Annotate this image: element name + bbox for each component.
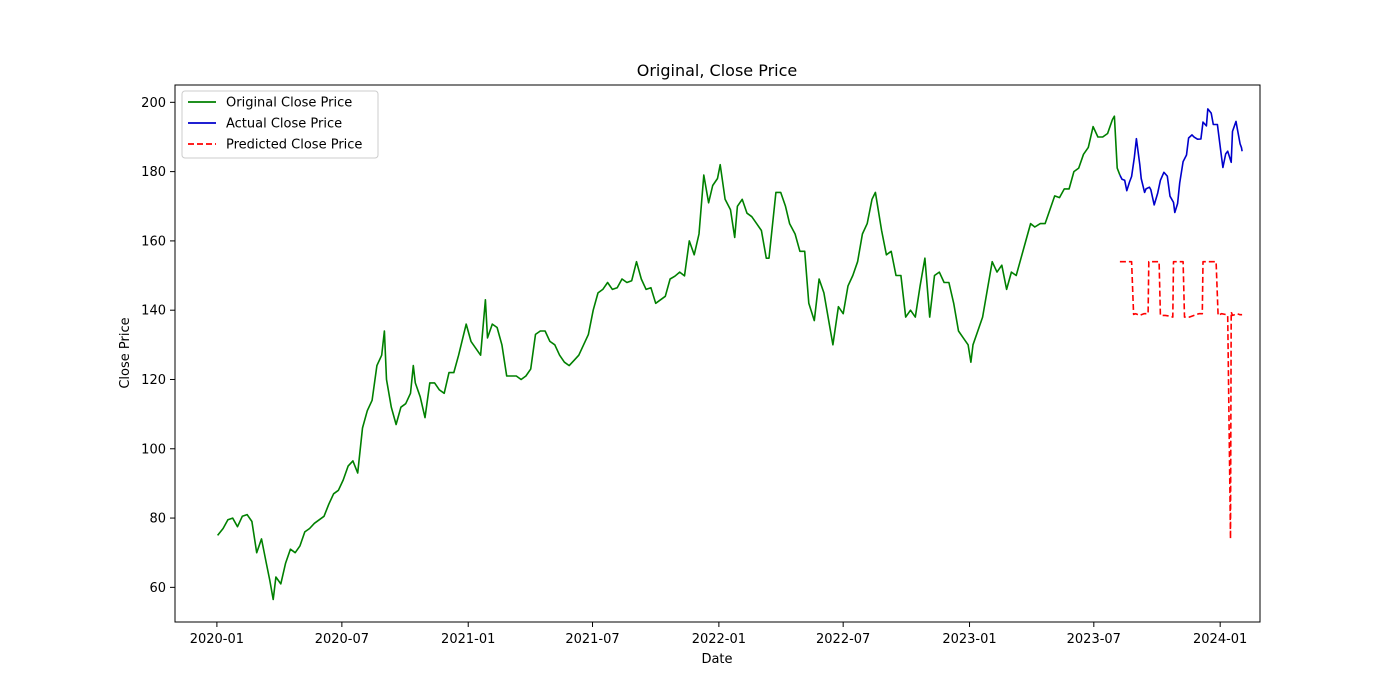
y-tick-label-1: 80 — [149, 512, 166, 527]
x-tick-label-8: 2024-01 — [1193, 632, 1247, 647]
y-axis: 60 80 100 120 140 160 180 200 — [141, 96, 175, 596]
series-line-1 — [1119, 108, 1243, 214]
x-tick-label-7: 2023-07 — [1067, 632, 1121, 647]
x-tick-label-1: 2020-07 — [315, 632, 369, 647]
legend-box — [181, 90, 379, 159]
legend: Original Close Price Actual Close Price Pr… — [181, 90, 379, 159]
y-tick-label-3: 120 — [141, 373, 166, 388]
x-tick-label-3: 2021-07 — [565, 632, 619, 647]
x-axis-title: Date — [701, 652, 732, 667]
x-tick-label-0: 2020-01 — [190, 632, 244, 647]
series-line-0 — [216, 115, 1121, 601]
legend-label-1: Actual Close Price — [226, 117, 342, 132]
y-tick-label-7: 200 — [141, 96, 166, 111]
series-line-2 — [1119, 260, 1243, 540]
y-tick-label-4: 140 — [141, 304, 166, 319]
legend-label-0: Original Close Price — [226, 96, 352, 111]
y-tick-label-6: 180 — [141, 165, 166, 180]
x-tick-label-4: 2022-01 — [692, 632, 746, 647]
x-tick-label-2: 2021-01 — [441, 632, 495, 647]
x-tick-label-6: 2023-01 — [942, 632, 996, 647]
y-tick-label-2: 100 — [141, 442, 166, 457]
legend-label-2: Predicted Close Price — [226, 138, 362, 153]
y-tick-label-5: 160 — [141, 234, 166, 249]
y-axis-title: Close Price — [118, 317, 133, 388]
y-tick-label-0: 60 — [149, 581, 166, 596]
x-axis: 2020-01 2020-07 2021-01 2021-07 2022-01 2022-… — [190, 622, 1247, 647]
chart-title: Original, Close Price — [637, 61, 797, 80]
series-layer — [216, 108, 1243, 601]
plot-frame — [174, 84, 1261, 623]
x-tick-label-5: 2022-07 — [816, 632, 870, 647]
